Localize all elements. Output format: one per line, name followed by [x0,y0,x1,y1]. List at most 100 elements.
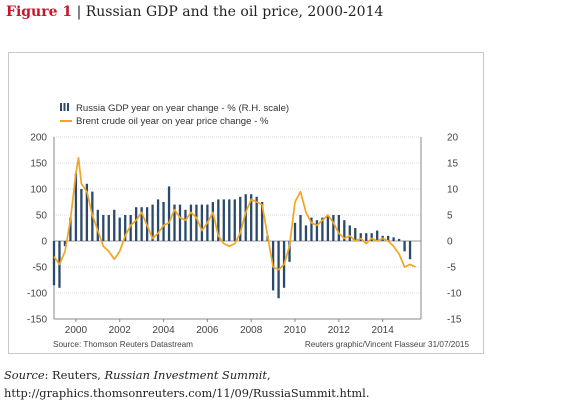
legend-label-oil: Brent crude oil year on year price chang… [76,116,269,127]
gdp-bar [386,235,390,241]
figure-number: Figure 1 [6,4,73,20]
gdp-bar [337,215,340,241]
legend-bar-icon [63,103,66,111]
gdp-bar [85,183,89,241]
y-right-tick-label: -5 [447,263,456,274]
gdp-bar [392,237,395,241]
gdp-bar [376,230,379,241]
figure-title-text: Russian GDP and the oil price, 2000-2014 [85,4,384,20]
y-left-tick-label: 50 [36,211,48,222]
gdp-bar [222,199,225,241]
legend-label-gdp: Russia GDP year on year change - % (R.H.… [76,103,289,114]
gdp-bar [167,186,171,241]
chart-frame: 200 20 150 15 100 10 50 5 0 0 -50 -5 -100 -10 -150 -15 2… [8,52,484,354]
gdp-bar [211,202,215,241]
figure-title-separator: | [72,4,86,20]
gdp-bar [348,225,351,241]
gdp-bar [135,207,138,241]
gdp-bar [293,222,297,241]
y-left-tick-label: -150 [27,315,47,326]
oil-price-line [53,156,416,271]
gdp-bar [288,241,291,262]
gdp-bar [80,189,83,241]
y-right-tick-label: 0 [447,237,453,248]
gdp-bar [102,215,105,241]
caption-publication: Russian Investment Summit [104,368,267,382]
gdp-bar [239,196,242,241]
gdp-bar [228,199,231,241]
x-tick-label: 2004 [152,325,175,336]
gdp-bar [189,204,193,241]
gdp-bar [244,194,247,241]
gdp-bar [113,209,116,241]
y-right-tick-label: 15 [447,159,459,170]
gdp-bar [260,202,264,241]
x-tick-label: 2006 [196,325,219,336]
y-left-tick-label: -50 [33,263,48,274]
gdp-bar [310,217,313,241]
gdp-bar [332,215,335,241]
figure-caption: Source: Reuters, Russian Investment Summ… [4,366,564,402]
x-tick-label: 2012 [328,325,351,336]
gdp-bar [151,204,154,241]
gdp-bar [359,233,362,241]
gdp-bar [397,238,401,241]
y-left-tick-label: 150 [30,159,47,170]
gdp-bar [321,217,324,241]
x-tick-label: 2002 [109,325,132,336]
gdp-bar [255,196,258,241]
y-right-tick-label: 5 [447,211,453,222]
x-tick-label: 2008 [240,325,263,336]
gdp-bar [315,220,319,241]
y-right-tick-label: 10 [447,185,459,196]
gdp-bar [129,215,132,241]
legend-bar-icon [60,103,62,111]
caption-text-1: : Reuters, [44,368,105,382]
x-tick-label: 2000 [65,325,88,336]
gdp-bar [107,215,110,241]
gdp-bar [184,209,187,241]
y-left-tick-label: 100 [30,185,47,196]
y-right-tick-label: -15 [447,315,462,326]
gdp-bar [370,233,373,241]
x-tick-label: 2014 [372,325,395,336]
gdp-bar [304,225,308,241]
gdp-bar [118,217,121,241]
gdp-bar [52,241,56,286]
gdp-bar [200,204,204,241]
chart-credit-note: Reuters graphic/Vincent Flasseur 31/07/2… [305,340,470,349]
gdp-bar [173,204,176,241]
gdp-bar [403,241,406,252]
y-left-tick-label: 0 [41,237,47,248]
y-right-tick-label: 20 [447,133,459,144]
caption-source-label: Source [4,368,45,382]
gdp-bar [408,241,412,260]
chart-source-note: Source: Thomson Reuters Datastream [53,340,193,349]
gdp-bar [124,215,127,241]
gdp-bar [96,209,99,241]
gdp-bar [178,204,182,241]
gdp-bar [217,199,220,241]
legend-bar-icon [67,103,69,111]
gdp-bar [69,217,72,241]
gdp-bar [365,233,368,241]
y-left-tick-label: -100 [27,289,47,300]
gdp-bar [195,204,198,241]
gdp-bar [63,241,67,247]
gdp-bar [74,173,78,241]
gdp-bar [140,207,143,241]
gdp-bar [162,202,165,241]
gdp-bar [354,228,357,241]
x-tick-label: 2010 [284,325,307,336]
gdp-bar [343,220,346,241]
gdp-bar [250,194,253,241]
gdp-bar [156,199,160,241]
figure-title: Figure 1 | Russian GDP and the oil price… [6,4,383,20]
y-right-tick-label: -10 [447,289,462,300]
caption-text-2: , http://graphics.thomsonreuters.com/11/… [4,368,370,400]
gdp-bar [326,215,330,241]
gdp-bar [299,215,302,241]
y-left-tick-label: 200 [30,133,47,144]
gdp-bar [233,199,236,241]
